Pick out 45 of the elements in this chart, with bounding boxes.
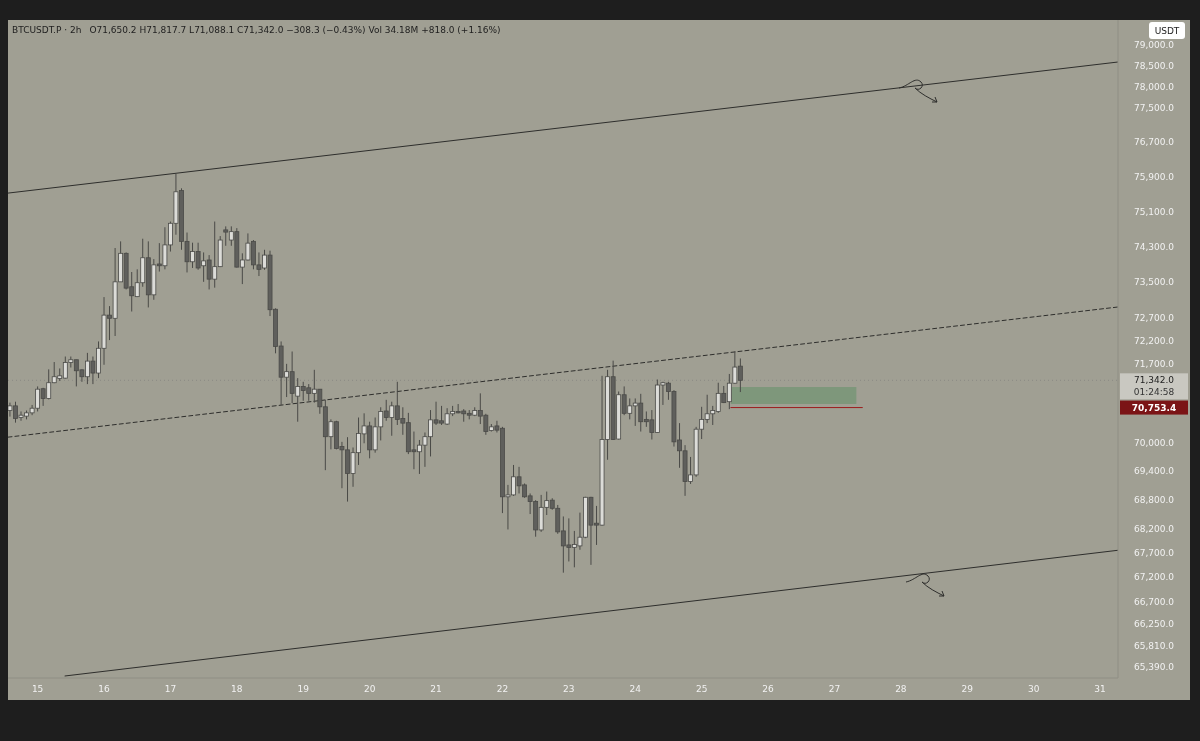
text: O71,650.2 H71,817.7 L71,088.1 C71,342.0 −308.3 (−0.43%) Vol 34.18M +818.0 (+1.16%) bbox=[89, 25, 501, 36]
y-tick-label: 75,100.0 bbox=[1133, 206, 1175, 217]
y-tick-label: 77,500.0 bbox=[1133, 103, 1175, 114]
y-tick-label: 79,000.0 bbox=[1133, 40, 1175, 51]
y-tick-label: 70,000.0 bbox=[1133, 437, 1175, 448]
x-tick-label: 29 bbox=[961, 684, 974, 695]
text: 70,753.4 bbox=[1131, 402, 1177, 413]
x-tick-label: 23 bbox=[563, 684, 575, 695]
y-tick-label: 66,250.0 bbox=[1133, 619, 1175, 630]
y-tick-label: 67,700.0 bbox=[1133, 547, 1175, 558]
y-tick-label: 65,390.0 bbox=[1133, 662, 1175, 673]
y-tick-label: 65,810.0 bbox=[1133, 641, 1175, 651]
x-tick-label: 24 bbox=[629, 684, 642, 695]
x-tick-label: 19 bbox=[297, 684, 310, 695]
y-tick-label: 69,400.0 bbox=[1133, 466, 1175, 477]
x-tick-label: 22 bbox=[496, 684, 509, 695]
x-tick-label: 18 bbox=[231, 684, 243, 695]
text: BTCUSDT.P · 2h bbox=[12, 25, 82, 36]
x-tick-label: 25 bbox=[695, 684, 708, 695]
x-tick-label: 21 bbox=[430, 684, 442, 695]
y-axis-title: USDT bbox=[1154, 25, 1180, 36]
x-tick-label: 26 bbox=[762, 684, 775, 695]
y-tick-label: 72,700.0 bbox=[1133, 313, 1175, 324]
y-tick-label: 72,200.0 bbox=[1133, 336, 1175, 347]
ref-line-label: 71,342.0 bbox=[1133, 375, 1175, 386]
x-tick-label: 27 bbox=[828, 684, 841, 695]
y-tick-label: 73,500.0 bbox=[1133, 277, 1175, 288]
y-tick-label: 68,200.0 bbox=[1133, 523, 1175, 534]
x-tick-label: 20 bbox=[363, 684, 376, 695]
y-tick-label: 71,700.0 bbox=[1133, 359, 1175, 370]
x-tick-label: 30 bbox=[1027, 684, 1040, 695]
y-tick-label: 76,700.0 bbox=[1133, 137, 1175, 148]
x-tick-label: 31 bbox=[1094, 684, 1106, 695]
x-tick-label: 28 bbox=[895, 684, 907, 695]
y-tick-label: 74,300.0 bbox=[1133, 241, 1175, 252]
y-tick-label: 68,800.0 bbox=[1133, 494, 1175, 505]
y-tick-label: 78,500.0 bbox=[1133, 60, 1175, 71]
y-tick-label: 67,200.0 bbox=[1133, 572, 1175, 583]
y-tick-label: 66,700.0 bbox=[1133, 596, 1175, 607]
x-tick-label: 15 bbox=[31, 684, 44, 695]
x-tick-label: 16 bbox=[98, 684, 111, 695]
y-tick-label: 75,900.0 bbox=[1133, 171, 1175, 182]
x-tick-label: 17 bbox=[164, 684, 177, 695]
y-tick-label: 78,000.0 bbox=[1133, 81, 1175, 92]
text: 01:24:58 bbox=[1133, 387, 1175, 398]
